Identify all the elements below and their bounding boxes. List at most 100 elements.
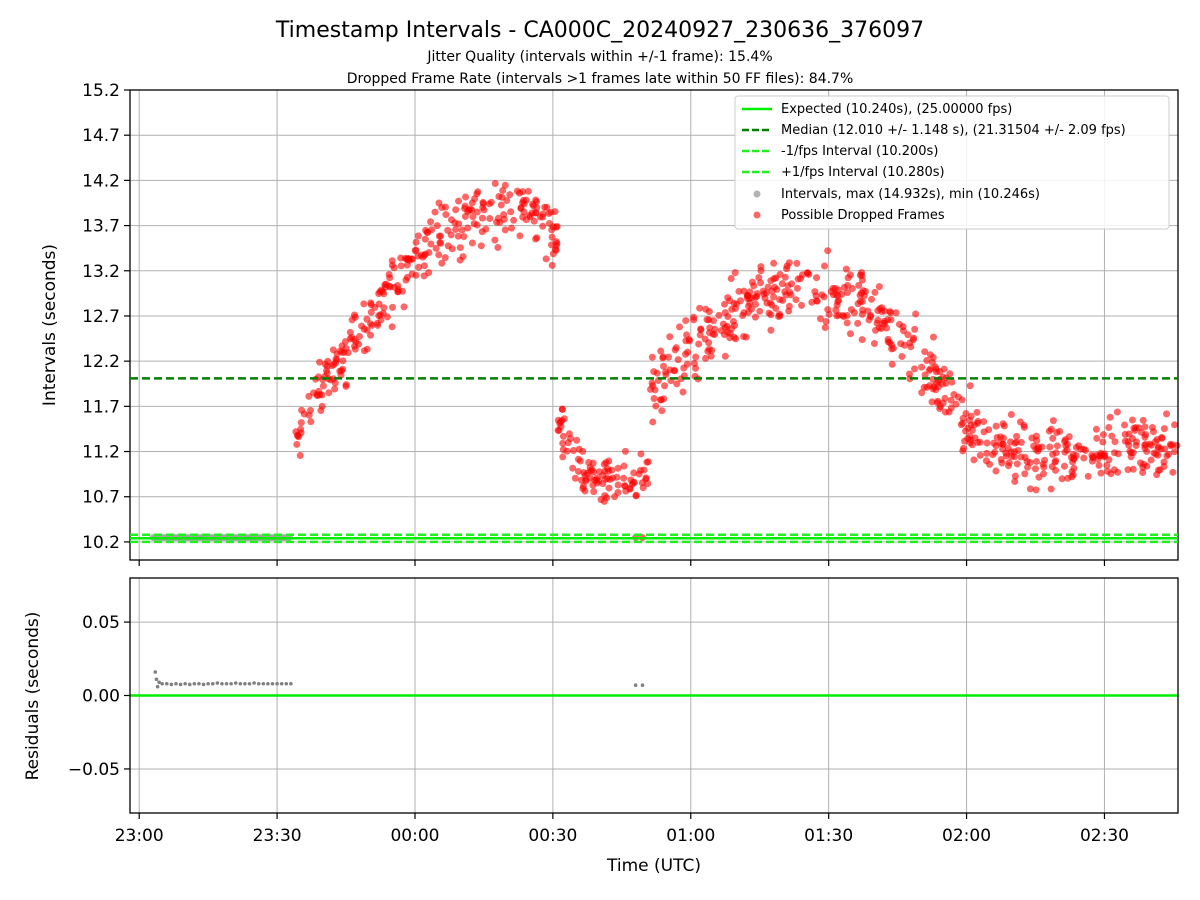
legend-marker-dropped [753,211,761,219]
intervals-reference-lines [130,377,1178,544]
dropped-frame-point [323,369,331,377]
dropped-frame-point [983,449,991,457]
dropped-frame-point [300,410,308,418]
dropped-frame-point [888,345,896,353]
dropped-frame-point [946,370,954,378]
dropped-frame-point [682,317,690,325]
y-tick-label: 11.2 [82,443,120,463]
legend-label-dropped: Possible Dropped Frames [781,208,945,223]
dropped-frame-point [684,348,692,356]
dropped-frame-point [306,406,314,414]
dropped-frame-point [898,352,906,360]
dropped-frame-point [388,323,396,331]
dropped-frame-point [704,347,712,355]
dropped-frame-point [1160,425,1168,433]
dropped-frame-point [685,336,693,344]
residual-point [243,681,247,686]
dropped-frame-point [1161,445,1169,453]
dropped-frame-point [997,433,1005,441]
dropped-frame-point [1164,450,1172,458]
dropped-frame-point [1129,465,1137,473]
dropped-frame-point [653,369,661,377]
dropped-frame-point [875,283,883,291]
y-tick-label: 14.2 [82,171,120,191]
dropped-frame-point [1021,470,1029,478]
dropped-frame-point [385,270,393,278]
dropped-frame-point [517,204,525,212]
dropped-frame-point [959,419,967,427]
dropped-frame-point [563,447,571,455]
dropped-frame-point [494,243,502,251]
dropped-frame-point [608,466,616,474]
dropped-frame-point [1039,460,1047,468]
dropped-frame-point [425,269,433,277]
dropped-frame-point [970,456,978,464]
dropped-frame-point [435,232,443,240]
dropped-frame-point [793,284,801,292]
dropped-frame-point [1141,444,1149,452]
dropped-frame-point [510,216,518,224]
dropped-frame-point [515,189,523,197]
dropped-frame-point [498,193,506,201]
dropped-frame-point [776,296,784,304]
dropped-frame-point [1152,437,1160,445]
dropped-frame-point [533,234,541,242]
x-tick-label: 02:00 [942,826,991,846]
dropped-frame-point [438,259,446,267]
residual-point [220,681,224,686]
dropped-frame-point [524,187,532,195]
dropped-frame-point [342,381,350,389]
dropped-frame-point [1128,416,1136,424]
dropped-frame-point [637,450,645,458]
dropped-frame-point [959,444,967,452]
dropped-frame-point [545,219,553,227]
residual-point [640,683,645,688]
dropped-frame-point [651,386,659,394]
intervals-points [149,179,1181,542]
residual-point [174,681,178,686]
dropped-frame-point [813,297,821,305]
dropped-frame-point [966,439,974,447]
dropped-frame-point [1002,452,1010,460]
dropped-frame-point [782,291,790,299]
dropped-frame-point [672,344,680,352]
dropped-frame-point [821,324,829,332]
dropped-frame-point [657,347,665,355]
dropped-frame-point [1013,432,1021,440]
dropped-frame-point [614,489,622,497]
dropped-frame-point [948,378,956,386]
dropped-frame-point [768,301,776,309]
dropped-frame-point [497,201,505,209]
dropped-frame-point [954,393,962,401]
dropped-frame-point [1099,438,1107,446]
dropped-frame-point [455,197,463,205]
dropped-frame-point [928,398,936,406]
dropped-frame-point [456,256,464,264]
dropped-frame-point [451,219,459,227]
dropped-frame-point [1005,459,1013,467]
dropped-frame-point [586,474,594,482]
dropped-frame-point [884,316,892,324]
dropped-frame-point [824,247,832,255]
dropped-frame-point [812,292,820,300]
y-tick-label: 10.2 [82,533,120,553]
dropped-frame-point [731,304,739,312]
dropped-frame-point [740,287,748,295]
intervals-plot: 10.2 10.7 11.2 11.7 12.2 12.7 13.2 13.7 14.2 14.7… [40,81,1181,566]
dropped-frame-point [697,326,705,334]
dropped-frame-point [832,306,840,314]
dropped-frame-point [460,233,468,241]
dropped-frame-point [630,469,638,477]
dropped-frame-point [1110,449,1118,457]
dropped-frame-point [519,213,527,221]
dropped-frame-point [539,222,547,230]
dropped-frame-point [705,308,713,316]
dropped-frame-point [696,331,704,339]
dropped-frame-point [911,365,919,373]
dropped-frame-point [1049,450,1057,458]
dropped-frame-point [1088,457,1096,465]
dropped-frame-point [871,288,879,296]
dropped-frame-point [911,325,919,333]
dropped-frame-point [501,226,509,234]
dropped-frame-point [717,327,725,335]
